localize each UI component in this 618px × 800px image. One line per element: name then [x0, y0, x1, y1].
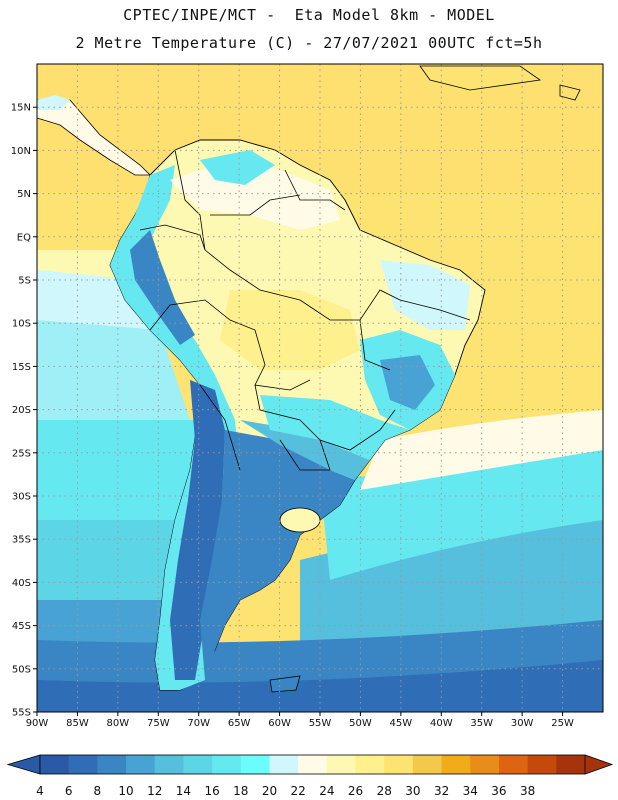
colorbar-swatch [298, 755, 328, 774]
lat-tick-label: 45S [12, 621, 31, 632]
andes-cold-core [170, 380, 225, 680]
colorbar-label: 26 [348, 784, 363, 798]
title-line-2: 2 Metre Temperature (C) - 27/07/2021 00U… [75, 34, 543, 52]
colorbar-label: 22 [291, 784, 306, 798]
pampas-cool-region [240, 420, 370, 480]
lon-tick-label: 25W [551, 718, 574, 729]
colorbar-swatch [355, 755, 385, 774]
lon-tick-label: 90W [26, 718, 49, 729]
colorbar: 4 6 8 10 12 14 16 18 20 22 24 26 28 30 32 34 36 38 [6, 754, 614, 798]
colorbar-swatch [412, 755, 443, 774]
colorbar-swatch [441, 755, 471, 774]
lat-tick-label: EQ [17, 232, 31, 243]
lesser-antilles [559, 84, 581, 101]
colorbar-label: 20 [262, 784, 277, 798]
central-america-landmass [37, 99, 151, 176]
patagonia-cold-region [200, 430, 355, 680]
colorbar-label: 10 [118, 784, 133, 798]
colorbar-swatch [126, 755, 156, 774]
colorbar-label: 24 [319, 784, 334, 798]
lat-tick-label: 5N [17, 189, 31, 200]
lon-tick-label: 45W [390, 718, 413, 729]
lat-tick-label: 30S [12, 492, 31, 503]
lat-tick-label: 5S [18, 276, 31, 287]
colorbar-label: 28 [377, 784, 392, 798]
lat-tick-label: 10N [11, 146, 31, 157]
lon-tick-label: 50W [349, 718, 372, 729]
lon-tick-label: 55W [309, 718, 332, 729]
colorbar-label: 14 [176, 784, 191, 798]
ocean-pacific-cyan-band [37, 320, 190, 420]
colorbar-label: 6 [65, 784, 73, 798]
colorbar-swatch [556, 755, 586, 774]
lat-tick-label: 50S [12, 664, 31, 675]
colorbar-label: 12 [147, 784, 162, 798]
colorbar-label: 34 [463, 784, 478, 798]
graticule [37, 64, 603, 712]
lon-tick-label: 75W [147, 718, 170, 729]
colorbar-label: 18 [233, 784, 248, 798]
lat-tick-label: 40S [12, 578, 31, 589]
colorbar-swatch [240, 755, 270, 774]
colorbar-swatch [269, 755, 299, 774]
colorbar-swatch [498, 755, 529, 774]
lat-tick-label: 20S [12, 405, 31, 416]
ocean-pacific-aqua-band [37, 420, 215, 520]
colorbar-label: 16 [204, 784, 219, 798]
lat-tick-label: 55S [12, 708, 31, 719]
amazon-pale-patch [170, 160, 340, 230]
guiana-highland-patch [200, 150, 275, 185]
colorbar-swatch [384, 755, 414, 774]
lon-tick-label: 80W [107, 718, 130, 729]
minas-cool-core [380, 355, 435, 410]
colorbar-label: 38 [520, 784, 535, 798]
falklands-island-placeholder [279, 507, 321, 533]
lon-tick-label: 40W [430, 718, 453, 729]
country-borders [139, 149, 471, 471]
central-brazil-warm-patch [220, 290, 360, 370]
colorbar-swatch [97, 755, 127, 774]
central-america-highland [37, 95, 70, 110]
colorbar-swatch [40, 755, 70, 774]
colorbar-swatch [154, 755, 184, 774]
lon-tick-label: 70W [187, 718, 210, 729]
lat-tick-label: 25S [12, 448, 31, 459]
colorbar-swatch [470, 755, 500, 774]
southern-brazil-cool-region [260, 395, 410, 460]
andes-north-cold-core [130, 230, 195, 345]
colorbar-under-arrow [6, 754, 41, 775]
colorbar-swatch [326, 755, 357, 774]
lon-tick-label: 85W [66, 718, 89, 729]
falkland-islands [269, 675, 301, 693]
caribbean-islands [419, 65, 542, 91]
lat-tick-label: 15S [12, 362, 31, 373]
colorbar-label: 8 [94, 784, 102, 798]
longitude-labels: 90W 85W 80W 75W 70W 65W 60W 55W 50W 45W 40W 35W 30W 2… [26, 712, 574, 729]
colorbar-label: 4 [36, 784, 44, 798]
lat-tick-label: 10S [12, 319, 31, 330]
lat-tick-label: 15N [11, 103, 31, 114]
lat-tick-label: 35S [12, 535, 31, 546]
colorbar-swatch [527, 755, 557, 774]
colorbar-swatch [212, 755, 242, 774]
colorbar-frame [39, 754, 586, 775]
lon-tick-label: 60W [268, 718, 291, 729]
colorbar-swatch [183, 755, 213, 774]
colorbar-label: 32 [434, 784, 449, 798]
colorbar-label: 30 [405, 784, 420, 798]
title-line-1: CPTEC/INPE/MCT - Eta Model 8km - MODEL [123, 6, 495, 24]
lon-tick-label: 35W [470, 718, 493, 729]
latitude-labels: 15N 10N 5N EQ 5S 10S 15S 20S 25S 30S 35S 40S 45S 50S 5… [11, 103, 37, 719]
colorbar-swatch [68, 755, 98, 774]
lon-tick-label: 30W [511, 718, 534, 729]
colorbar-label: 36 [491, 784, 506, 798]
lon-tick-label: 65W [228, 718, 251, 729]
colorbar-over-arrow [584, 754, 614, 775]
